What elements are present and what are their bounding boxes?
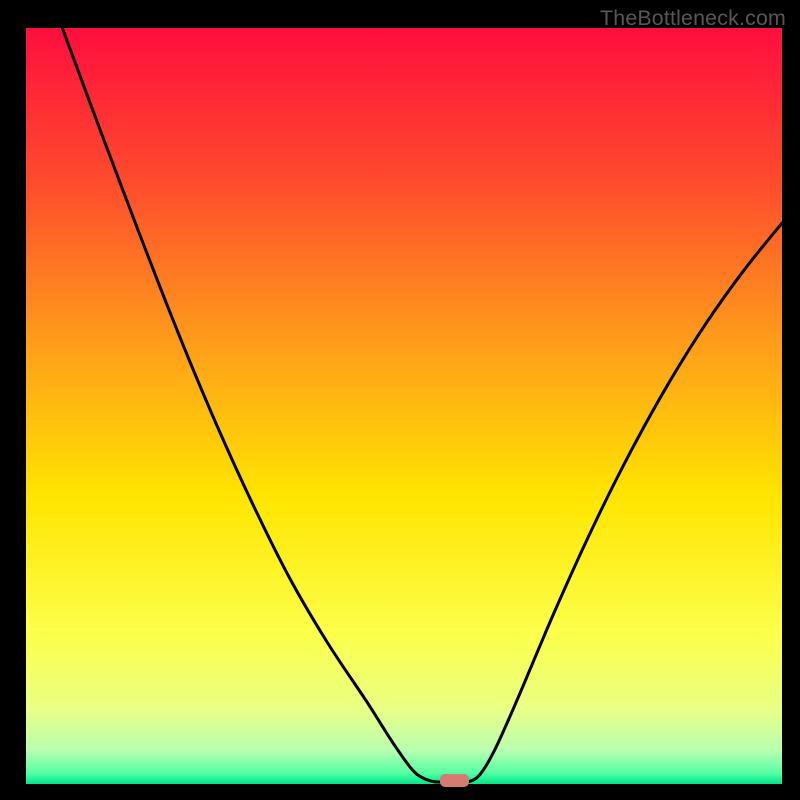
plot-area — [26, 28, 782, 784]
sweet-spot-marker — [440, 774, 469, 787]
curve-path — [62, 28, 782, 782]
chart-stage: TheBottleneck.com — [0, 0, 800, 800]
bottleneck-curve — [26, 28, 782, 784]
